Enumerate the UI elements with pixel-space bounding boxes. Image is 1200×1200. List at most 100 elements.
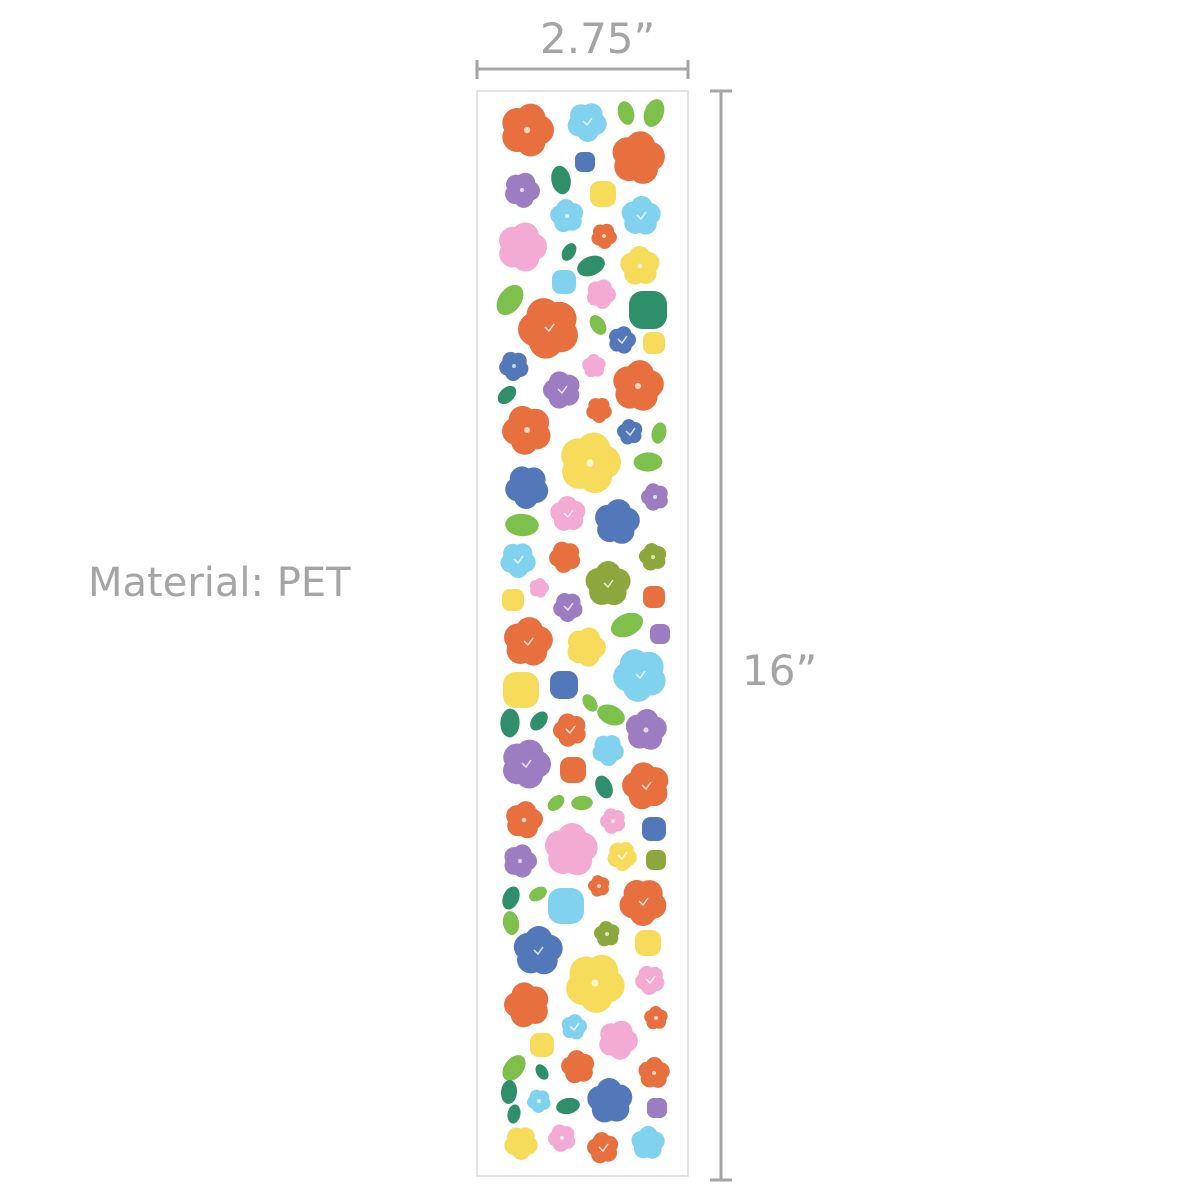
flower-sticker [591, 223, 617, 249]
leaf-sticker [529, 886, 547, 902]
round-sticker [590, 181, 616, 207]
round-sticker [548, 888, 584, 924]
flower-sticker [609, 326, 636, 354]
flower-sticker [587, 1132, 619, 1164]
flower-sticker [561, 1050, 595, 1084]
flower-sticker [625, 709, 667, 750]
height-dimension-line [710, 89, 732, 1182]
round-sticker [503, 672, 539, 708]
flower-sticker [499, 222, 547, 272]
flower-sticker [600, 808, 626, 834]
flower-sticker [607, 841, 637, 871]
round-sticker [502, 589, 524, 611]
flower-sticker [566, 954, 625, 1013]
flower-sticker [617, 419, 643, 445]
leaf-sticker [643, 99, 665, 127]
flower-sticker [599, 1020, 638, 1060]
flower-sticker [613, 649, 666, 702]
round-sticker [646, 850, 666, 870]
flower-sticker [635, 965, 665, 995]
leaf-sticker [561, 243, 577, 261]
material-label: Material: PET [88, 560, 351, 606]
flower-sticker [502, 103, 555, 157]
flower-sticker [641, 483, 668, 511]
leaf-sticker [595, 775, 613, 799]
leaf-sticker [551, 165, 571, 195]
leaf-sticker [502, 1055, 526, 1081]
leaf-sticker [500, 708, 520, 738]
leaf-sticker [597, 704, 625, 726]
leaf-sticker [617, 101, 635, 125]
leaf-sticker [496, 284, 524, 316]
flower-sticker [518, 298, 579, 359]
leaf-sticker [507, 1104, 521, 1124]
flower-sticker [621, 196, 661, 235]
round-sticker [643, 586, 665, 608]
leaf-sticker [582, 694, 598, 712]
round-sticker [643, 332, 665, 354]
width-dimension-label: 2.75” [540, 14, 656, 63]
flower-sticker [527, 1089, 551, 1113]
flower-sticker [644, 1006, 668, 1030]
round-sticker [552, 270, 576, 294]
flower-sticker [561, 432, 621, 494]
flower-sticker [544, 823, 598, 876]
flower-sticker [588, 875, 610, 897]
leaf-sticker [571, 795, 593, 811]
flower-sticker [499, 351, 529, 381]
width-dimension-line [475, 60, 690, 79]
flower-sticker [612, 131, 665, 184]
flower-sticker [505, 172, 540, 208]
flower-sticker [582, 354, 606, 378]
round-sticker [550, 671, 578, 699]
leaf-sticker [556, 1097, 580, 1115]
leaf-sticker [505, 513, 539, 537]
flower-sticker [504, 982, 549, 1028]
round-sticker [560, 757, 586, 783]
leaf-sticker [633, 452, 663, 472]
round-sticker [635, 930, 661, 956]
flower-sticker [613, 360, 664, 411]
round-sticker [647, 1098, 667, 1118]
round-sticker [650, 624, 670, 644]
flower-sticker [543, 371, 580, 409]
flower-sticker [622, 762, 669, 810]
flower-sticker [503, 739, 551, 789]
flower-sticker [504, 617, 553, 666]
flower-sticker [567, 627, 606, 667]
flower-sticker [639, 543, 667, 571]
flower-sticker [549, 541, 581, 573]
flower-sticker [585, 561, 631, 606]
flower-sticker [553, 593, 583, 622]
flower-sticker [561, 1014, 587, 1040]
round-sticker [575, 152, 595, 172]
flower-sticker [595, 499, 640, 544]
leaf-sticker [502, 886, 520, 910]
flower-sticker [586, 279, 616, 309]
flower-sticker [553, 713, 586, 747]
flower-sticker [638, 1057, 670, 1088]
flower-sticker [529, 578, 549, 598]
round-sticker [629, 291, 667, 329]
flower-sticker [631, 1126, 665, 1159]
leaf-sticker [547, 795, 565, 811]
round-sticker [530, 1033, 554, 1057]
flower-sticker [513, 926, 563, 975]
leaf-sticker [500, 1080, 518, 1104]
leaf-sticker [497, 385, 517, 405]
flower-sticker [567, 103, 607, 142]
flower-sticker [505, 466, 549, 509]
flower-sticker [619, 879, 667, 926]
flower-sticker [504, 1127, 538, 1160]
leaf-sticker [577, 255, 605, 277]
flower-sticker [550, 199, 584, 233]
leaf-sticker [610, 612, 644, 638]
flower-sticker [506, 801, 543, 839]
leaf-sticker [535, 1064, 549, 1080]
height-dimension-label: 16” [742, 646, 818, 695]
leaf-sticker [589, 315, 607, 335]
leaf-sticker [530, 711, 548, 731]
flower-sticker [502, 405, 551, 455]
round-sticker [642, 817, 666, 841]
